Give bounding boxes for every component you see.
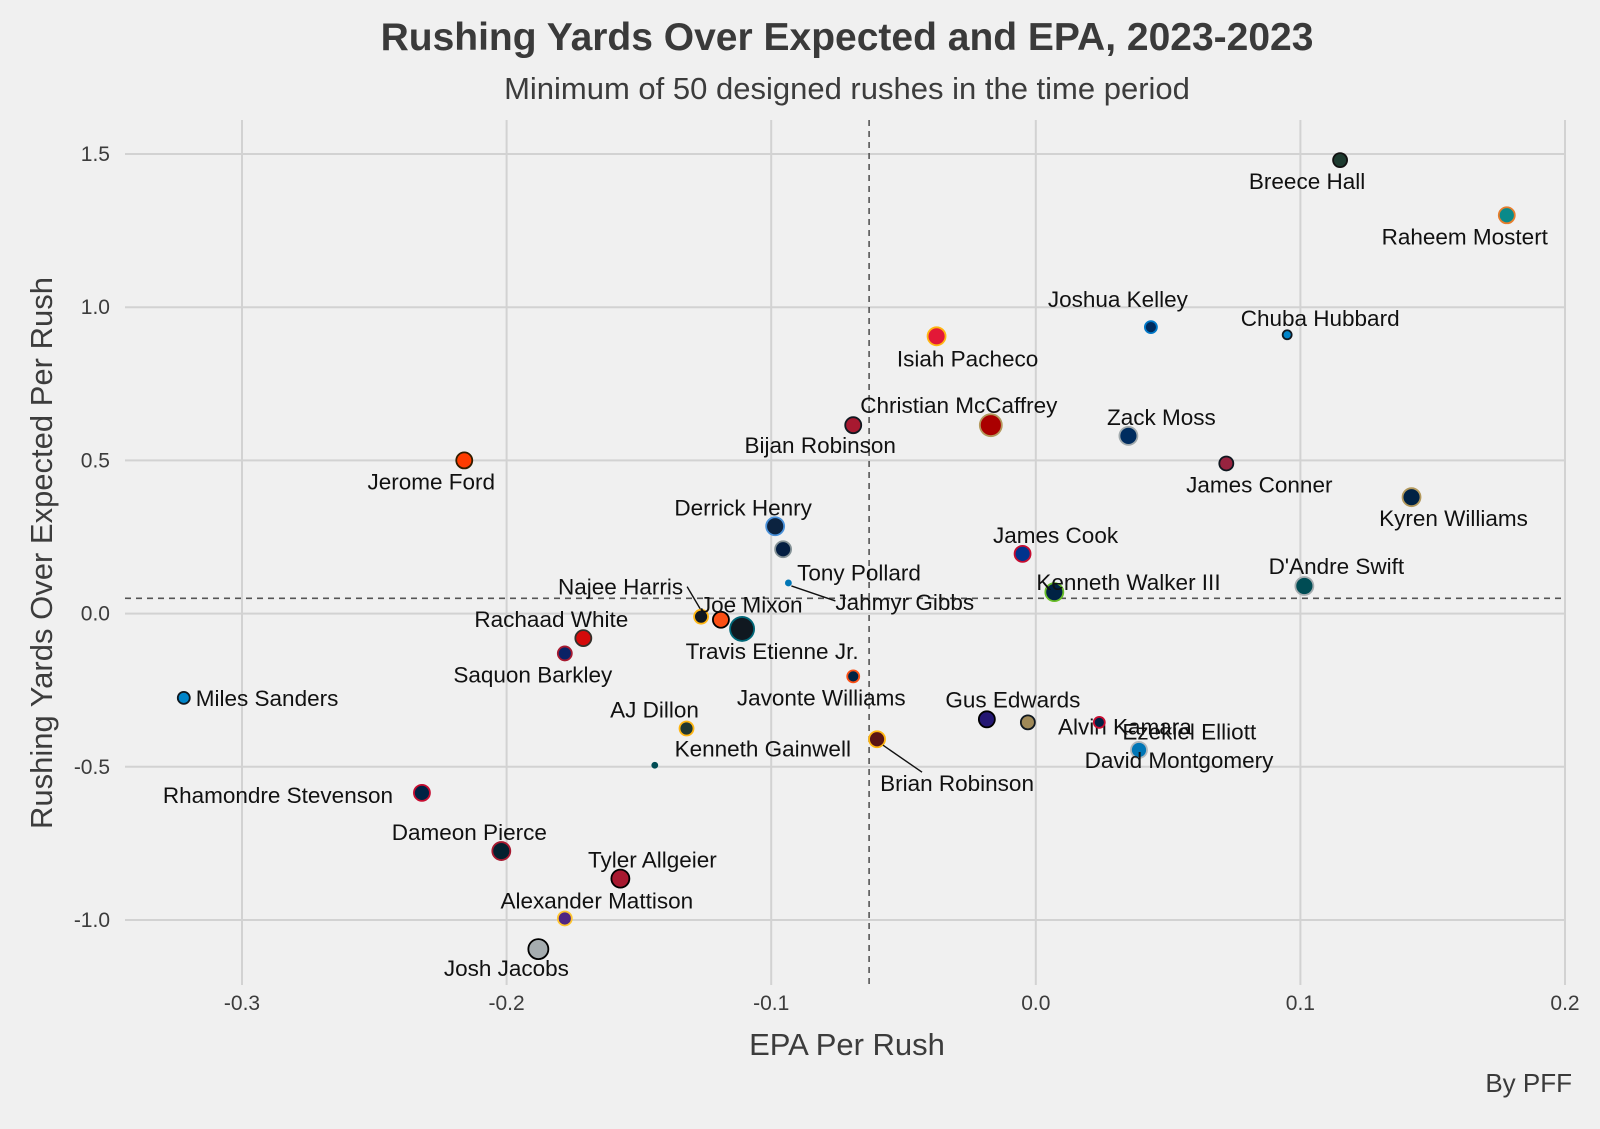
point-label: Alexander Mattison xyxy=(501,888,694,913)
data-point xyxy=(1092,715,1106,729)
data-point xyxy=(1294,576,1315,596)
data-point xyxy=(556,645,573,662)
data-point xyxy=(1118,425,1139,446)
x-tick-label: 0.0 xyxy=(1021,992,1050,1015)
data-point xyxy=(926,326,947,347)
point-label: Brian Robinson xyxy=(880,771,1034,796)
y-tick-label: 1.0 xyxy=(81,296,110,319)
data-point xyxy=(651,761,659,769)
data-point xyxy=(678,720,695,737)
point-label: Najee Harris xyxy=(558,575,683,600)
data-point xyxy=(1401,487,1422,508)
point-label: Dameon Pierce xyxy=(392,820,547,845)
point-label: AJ Dillon xyxy=(610,698,699,723)
point-label: Miles Sanders xyxy=(196,686,339,711)
data-point xyxy=(729,616,755,642)
point-label: Kenneth Gainwell xyxy=(675,736,851,761)
x-axis-title: EPA Per Rush xyxy=(749,1027,945,1062)
data-point xyxy=(712,610,730,629)
point-label: Tyler Allgeier xyxy=(588,848,717,873)
chart-caption: By PFF xyxy=(1485,1068,1572,1098)
y-tick-label: -0.5 xyxy=(74,756,110,779)
data-point xyxy=(1044,582,1065,603)
data-point xyxy=(455,451,474,470)
label-leader-line xyxy=(791,585,836,602)
data-point xyxy=(610,868,631,889)
data-point xyxy=(1013,544,1032,563)
x-tick-label: 0.2 xyxy=(1550,992,1579,1015)
point-label: Tony Pollard xyxy=(797,560,921,585)
y-axis-title: Rushing Yards Over Expected Per Rush xyxy=(24,277,59,829)
data-point xyxy=(1218,455,1235,472)
label-leader-line xyxy=(882,744,923,773)
x-tick-label: 0.1 xyxy=(1286,992,1315,1015)
point-label: Travis Etienne Jr. xyxy=(686,639,859,664)
point-label: D'Andre Swift xyxy=(1269,554,1405,579)
y-tick-label: -1.0 xyxy=(74,909,110,932)
point-label: Rachaad White xyxy=(474,607,628,632)
data-point xyxy=(774,540,793,559)
y-tick-label: 1.5 xyxy=(81,143,110,166)
data-point xyxy=(1144,320,1158,335)
point-label: Christian McCaffrey xyxy=(860,393,1058,418)
data-point xyxy=(413,783,431,802)
x-tick-label: -0.1 xyxy=(753,992,789,1015)
data-point xyxy=(978,413,1003,438)
point-label: Raheem Mostert xyxy=(1382,224,1549,249)
data-point xyxy=(1130,741,1148,759)
y-tick-label: 0.0 xyxy=(81,603,110,626)
x-tick-label: -0.3 xyxy=(224,992,260,1015)
data-point xyxy=(1019,714,1036,731)
point-label: Jahmyr Gibbs xyxy=(835,590,974,615)
point-label: James Cook xyxy=(993,523,1119,548)
data-point xyxy=(977,710,996,729)
point-label: James Conner xyxy=(1186,472,1333,497)
y-tick-label: 0.5 xyxy=(81,449,110,472)
x-tick-label: -0.2 xyxy=(489,992,525,1015)
data-point xyxy=(527,938,550,961)
point-label: Ezekiel Elliott xyxy=(1122,719,1257,744)
point-label: Saquon Barkley xyxy=(453,662,613,687)
point-label: Joshua Kelley xyxy=(1048,287,1189,312)
data-point xyxy=(1281,329,1293,341)
data-point xyxy=(846,669,861,684)
data-point xyxy=(556,910,573,927)
point-label: Kenneth Walker III xyxy=(1036,570,1220,595)
point-label: Chuba Hubbard xyxy=(1241,306,1400,331)
point-label: Breece Hall xyxy=(1249,169,1365,194)
point-label: Josh Jacobs xyxy=(444,956,569,981)
label-leader-line xyxy=(686,586,701,610)
data-point xyxy=(1332,152,1348,169)
point-label: Kyren Williams xyxy=(1379,506,1528,531)
data-point xyxy=(1497,206,1516,225)
point-label: Rhamondre Stevenson xyxy=(163,783,393,808)
data-point xyxy=(693,608,709,625)
chart-title: Rushing Yards Over Expected and EPA, 202… xyxy=(380,16,1314,59)
chart-subtitle: Minimum of 50 designed rushes in the tim… xyxy=(504,71,1190,106)
data-point xyxy=(784,579,792,587)
data-point xyxy=(765,516,786,537)
data-point xyxy=(868,730,886,749)
data-point xyxy=(844,416,863,435)
point-label: David Montgomery xyxy=(1085,748,1275,773)
point-label: Alvin Kamara xyxy=(1058,714,1192,739)
point-label: Joe Mixon xyxy=(700,593,803,618)
point-label: Isiah Pacheco xyxy=(897,346,1038,371)
data-point xyxy=(491,841,512,861)
point-label: Zack Moss xyxy=(1107,405,1216,430)
point-label: Gus Edwards xyxy=(945,687,1080,712)
data-point xyxy=(176,690,191,705)
point-label: Derrick Henry xyxy=(674,495,812,520)
point-label: Jerome Ford xyxy=(367,469,495,494)
data-point xyxy=(574,629,593,648)
point-label: Bijan Robinson xyxy=(745,433,896,458)
point-label: Javonte Williams xyxy=(737,685,906,710)
